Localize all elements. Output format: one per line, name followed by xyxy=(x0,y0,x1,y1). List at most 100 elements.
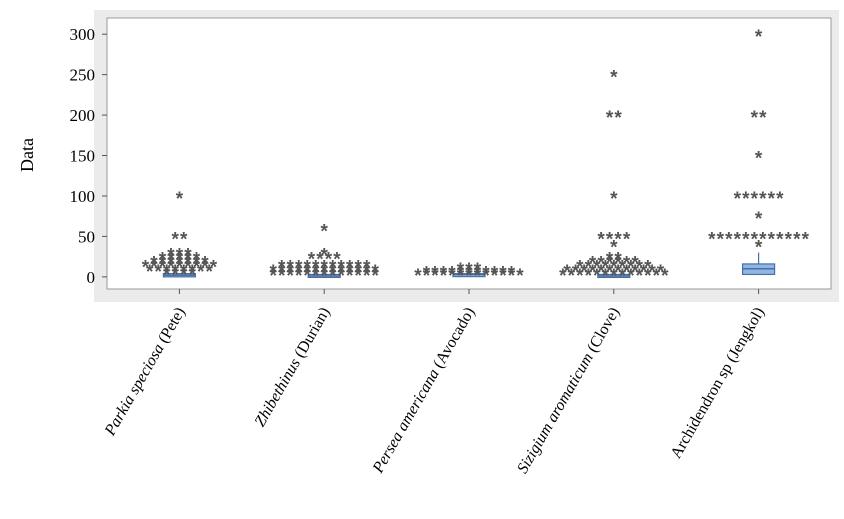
outlier-marker: * xyxy=(180,229,188,250)
outlier-marker: * xyxy=(286,262,294,283)
outlier-marker: * xyxy=(440,263,448,284)
outlier-marker: * xyxy=(176,189,184,210)
outlier-marker: * xyxy=(482,266,490,287)
outlier-marker: * xyxy=(631,262,639,283)
outlier-marker: * xyxy=(734,229,742,250)
x-tick-label-part: Persea americana xyxy=(369,366,443,477)
outlier-marker: * xyxy=(142,258,150,279)
outlier-marker: * xyxy=(768,189,776,210)
outlier-marker: * xyxy=(171,262,179,283)
category-group: ** *** * * * * *** * * * * * * * * * * ** xyxy=(708,27,810,276)
outlier-marker: * xyxy=(623,229,631,250)
outlier-marker: * xyxy=(312,262,320,283)
outlier-marker: * xyxy=(286,258,294,279)
outlier-marker: * xyxy=(346,266,354,287)
outlier-marker: * xyxy=(768,229,776,250)
outlier-marker: * xyxy=(499,266,507,287)
outlier-marker: * xyxy=(180,265,188,286)
outlier-marker: * xyxy=(597,229,605,250)
category-group: * * ** * * * * * * * * * ** * * * * * * * * * * * * xyxy=(414,260,524,287)
outlier-marker: * xyxy=(448,263,456,284)
outlier-marker: * xyxy=(159,254,167,275)
outlier-marker: * xyxy=(610,258,618,279)
outlier-marker: * xyxy=(286,266,294,287)
outlier-marker: * xyxy=(193,254,201,275)
outlier-marker: * xyxy=(457,266,465,287)
outlier-marker: * xyxy=(734,189,742,210)
outlier-marker: * xyxy=(597,254,605,275)
outlier-marker: * xyxy=(725,229,733,250)
outlier-marker: * xyxy=(657,262,665,283)
outlier-marker: * xyxy=(499,263,507,284)
outlier-marker: * xyxy=(269,262,277,283)
outlier-marker: * xyxy=(308,250,316,271)
outlier-marker: * xyxy=(188,262,196,283)
outlier-marker: * xyxy=(474,266,482,287)
outlier-marker: * xyxy=(563,262,571,283)
outlier-marker: * xyxy=(751,189,759,210)
outlier-marker: * xyxy=(636,266,644,287)
outlier-marker: * xyxy=(184,254,192,275)
outlier-marker: * xyxy=(193,258,201,279)
outlier-marker: * xyxy=(448,266,456,287)
outlier-marker: * xyxy=(431,263,439,284)
outlier-marker: * xyxy=(333,250,341,271)
outlier-marker: * xyxy=(776,229,784,250)
outlier-marker: * xyxy=(559,266,567,287)
outlier-marker: * xyxy=(661,266,669,287)
outlier-marker: * xyxy=(491,263,499,284)
outlier-marker: * xyxy=(802,229,810,250)
outlier-marker: * xyxy=(363,258,371,279)
outlier-marker: * xyxy=(751,229,759,250)
outlier-marker: * xyxy=(146,262,154,283)
y-tick-label: 250 xyxy=(70,66,96,85)
y-tick-label: 300 xyxy=(70,25,96,44)
outlier-marker: * xyxy=(303,266,311,287)
outlier-marker: * xyxy=(474,263,482,284)
outlier-marker: * xyxy=(167,246,175,267)
outlier-marker: * xyxy=(167,250,175,271)
y-tick-label: 150 xyxy=(70,147,96,166)
outlier-marker: * xyxy=(337,266,345,287)
outlier-marker: * xyxy=(585,258,593,279)
outlier-marker: * xyxy=(610,68,618,89)
outlier-marker: * xyxy=(201,254,209,275)
outlier-marker: * xyxy=(623,262,631,283)
outlier-marker: * xyxy=(295,262,303,283)
outlier-marker: * xyxy=(354,258,362,279)
outlier-marker: * xyxy=(793,229,801,250)
outlier-marker: * xyxy=(184,246,192,267)
outlier-marker: * xyxy=(159,250,167,271)
outlier-marker: * xyxy=(614,108,622,129)
outlier-marker: * xyxy=(606,250,614,271)
outlier-marker: * xyxy=(482,263,490,284)
outlier-marker: * xyxy=(619,266,627,287)
outlier-marker: * xyxy=(644,266,652,287)
outlier-marker: * xyxy=(363,262,371,283)
outlier-marker: * xyxy=(431,266,439,287)
outlier-marker: * xyxy=(176,246,184,267)
outlier-marker: * xyxy=(184,250,192,271)
y-tick-label: 0 xyxy=(87,268,96,287)
outlier-marker: * xyxy=(320,266,328,287)
y-tick-label: 50 xyxy=(78,227,95,246)
outlier-marker: * xyxy=(176,250,184,271)
outlier-marker: * xyxy=(606,108,614,129)
outlier-marker: * xyxy=(516,266,524,287)
outlier-marker: * xyxy=(606,229,614,250)
outlier-marker: * xyxy=(150,258,158,279)
outlier-marker: * xyxy=(171,265,179,286)
y-axis-title: Data xyxy=(17,138,37,172)
x-tick-label-part: (Clove) xyxy=(582,305,623,359)
outlier-marker: * xyxy=(742,229,750,250)
outlier-marker: * xyxy=(423,263,431,284)
outlier-marker: * xyxy=(329,258,337,279)
category-group: ****************************************… xyxy=(269,221,379,286)
outlier-marker: * xyxy=(593,258,601,279)
outlier-marker: * xyxy=(508,266,516,287)
outlier-marker: * xyxy=(176,258,184,279)
outlier-marker: * xyxy=(320,258,328,279)
outlier-marker: * xyxy=(312,266,320,287)
outlier-marker: * xyxy=(593,266,601,287)
